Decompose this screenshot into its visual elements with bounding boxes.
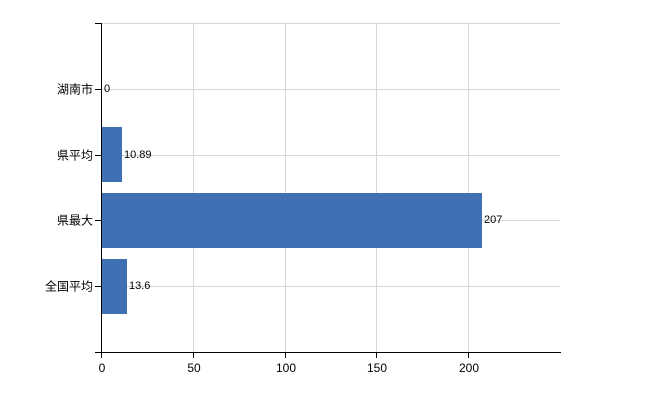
- y-axis-tick: [95, 352, 101, 353]
- y-axis-line: [101, 23, 102, 353]
- x-axis-tick: [285, 352, 286, 358]
- value-label: 207: [484, 214, 503, 226]
- value-label: 0: [104, 83, 111, 95]
- y-axis-tick: [95, 220, 101, 221]
- x-axis-tick-label: 200: [458, 361, 480, 375]
- value-label: 10.89: [124, 149, 152, 161]
- y-axis-tick: [95, 89, 101, 90]
- gridline-vertical: [193, 23, 194, 352]
- x-axis-tick: [101, 352, 102, 358]
- bar: [102, 127, 122, 182]
- x-axis-tick-label: 0: [98, 361, 106, 375]
- gridline-vertical: [285, 23, 286, 352]
- gridline-horizontal: [101, 286, 560, 287]
- category-label: 全国平均: [44, 279, 93, 294]
- x-axis-line: [101, 352, 561, 353]
- category-label: 湖南市: [56, 82, 93, 97]
- x-axis-tick: [376, 352, 377, 358]
- bar: [102, 259, 127, 314]
- y-axis-tick: [95, 23, 101, 24]
- value-label: 13.6: [129, 280, 151, 292]
- gridline-horizontal: [101, 89, 560, 90]
- y-axis-tick: [95, 286, 101, 287]
- x-axis-tick: [468, 352, 469, 358]
- category-label: 県平均: [56, 148, 93, 163]
- bar: [102, 193, 482, 248]
- x-axis-tick-label: 50: [187, 361, 201, 375]
- x-axis-tick: [193, 352, 194, 358]
- x-axis-tick-label: 150: [366, 361, 388, 375]
- gridline-vertical: [376, 23, 377, 352]
- gridline-vertical: [468, 23, 469, 352]
- gridline-horizontal: [101, 155, 560, 156]
- x-axis-tick-label: 100: [275, 361, 297, 375]
- y-axis-tick: [95, 155, 101, 156]
- gridline-horizontal: [101, 23, 560, 24]
- category-label: 県最大: [56, 213, 93, 228]
